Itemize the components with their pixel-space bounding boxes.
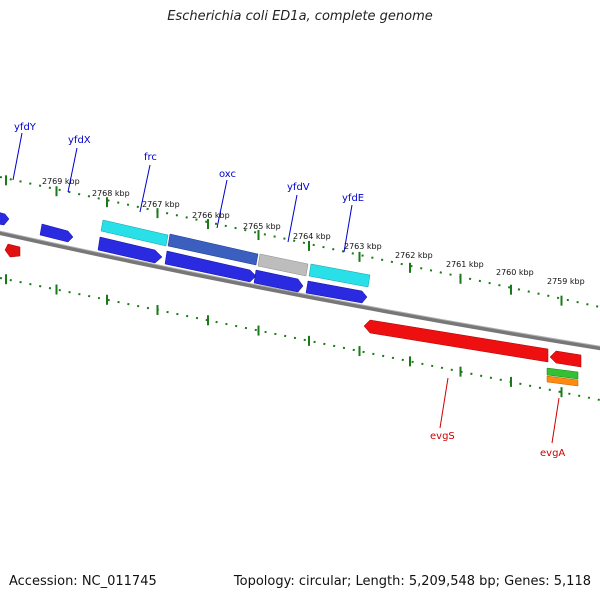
position-label: 2761 kbp	[446, 260, 484, 269]
gene-cyan[interactable]	[100, 219, 169, 247]
gene-steelblue[interactable]	[167, 233, 259, 266]
map-title: Escherichia coli ED1a, complete genome	[167, 9, 433, 24]
position-label: 2767 kbp	[142, 200, 180, 209]
position-label: 2769 kbp	[42, 177, 80, 186]
genome-summary-text: Topology: circular; Length: 5,209,548 bp…	[233, 574, 591, 589]
position-label: 2763 kbp	[344, 242, 382, 251]
position-label: 2768 kbp	[92, 189, 130, 198]
accession-text: Accession: NC_011745	[9, 574, 157, 589]
gene-arrow-blue[interactable]	[164, 250, 257, 283]
position-label: 2760 kbp	[496, 268, 534, 277]
position-label: 2765 kbp	[243, 222, 281, 231]
gene-arrow-red[interactable]	[363, 319, 549, 363]
gene-label-yfdY[interactable]: yfdY	[14, 122, 37, 133]
gene-green[interactable]	[546, 367, 579, 380]
outer-tick-ring	[0, 176, 600, 308]
position-label: 2759 kbp	[547, 277, 585, 286]
gene-label-yfdE[interactable]: yfdE	[342, 193, 364, 204]
label-leader	[287, 194, 298, 243]
label-leader	[439, 377, 449, 429]
gene-label-yfdX[interactable]: yfdX	[68, 135, 91, 146]
label-leader	[551, 397, 560, 444]
gene-arrow-red[interactable]	[549, 350, 582, 368]
label-leader	[343, 204, 353, 253]
gene-arrow-blue[interactable]	[253, 269, 304, 293]
gene-label-frc[interactable]: frc	[144, 152, 157, 163]
gene-cyan[interactable]	[308, 263, 371, 288]
gene-orange[interactable]	[546, 375, 579, 387]
position-label: 2764 kbp	[293, 232, 331, 241]
gene-arrow-blue[interactable]	[97, 236, 163, 264]
gene-arrow-red[interactable]	[4, 243, 21, 258]
label-leader	[67, 147, 78, 193]
gene-label-oxc[interactable]: oxc	[219, 169, 236, 180]
label-leader	[139, 164, 151, 213]
gene-arrow-blue[interactable]	[305, 280, 368, 304]
gene-arrow-blue[interactable]	[39, 223, 74, 243]
forward-genes	[0, 212, 371, 304]
gene-label-evgS[interactable]: evgS	[430, 431, 455, 442]
position-label: 2766 kbp	[192, 211, 230, 220]
gene-label-evgA[interactable]: evgA	[540, 448, 565, 459]
inner-tick-ring	[0, 277, 600, 401]
genome-backbone	[0, 231, 600, 351]
gene-label-yfdV[interactable]: yfdV	[287, 182, 310, 193]
label-leader	[12, 132, 23, 181]
gene-arrow-blue[interactable]	[0, 212, 10, 226]
position-label: 2762 kbp	[395, 251, 433, 260]
reverse-genes	[363, 319, 582, 387]
position-labels: 2769 kbp 2768 kbp 2767 kbp 2766 kbp 2765…	[42, 177, 585, 286]
gene-grey[interactable]	[257, 253, 309, 277]
forward-gene-labels: yfdY yfdX frc oxc yfdV yfdE	[12, 122, 364, 253]
major-ticks	[5, 175, 563, 398]
reverse-gene-labels: evgS evgA	[430, 377, 565, 459]
label-leader	[216, 179, 228, 229]
